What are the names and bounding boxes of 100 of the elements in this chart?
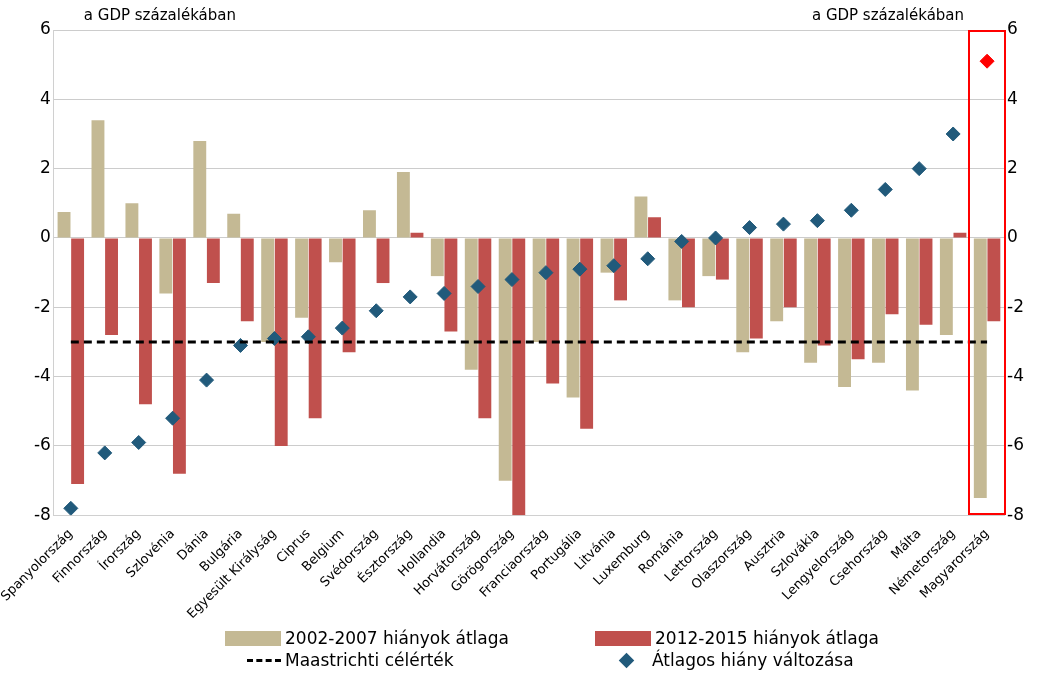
bar [614,238,628,301]
y-tick-label: 4 [40,87,51,108]
y2-axis-title: a GDP százalékában [811,6,965,25]
legend-label: 2012-2015 hiányok átlaga [655,628,879,648]
bar [885,238,899,315]
point [504,272,520,288]
legend-label: 2002-2007 hiányok átlaga [285,628,509,648]
bar [430,238,444,277]
bar [546,238,560,384]
bar [804,238,818,363]
point [742,220,758,236]
bar [193,140,207,238]
y2-tick-label: 0 [1007,226,1018,247]
bar [342,238,356,353]
point [368,303,384,319]
bar [227,213,241,238]
y-tick-label: 0 [40,226,51,247]
bar [464,238,478,370]
bar [872,238,885,363]
bar [973,238,987,498]
bar [172,238,186,474]
bar [987,238,1001,322]
point [165,410,181,426]
y2-tick-label: -8 [1007,503,1024,524]
y2-tick-label: 2 [1007,157,1018,178]
y-tick-label: 6 [40,18,51,39]
point [470,279,486,295]
y2-tick-label: 6 [1007,18,1018,39]
point [63,500,79,516]
bar [396,172,410,238]
point [199,372,215,388]
y2-tick-label: 4 [1007,87,1018,108]
bar [125,203,139,238]
bar [498,238,512,481]
bar [363,210,376,238]
y2-tick-label: -4 [1007,365,1024,386]
bar [715,238,729,280]
bar [749,238,763,339]
bar [512,238,526,516]
point [911,161,927,177]
point [674,233,690,249]
y-tick-label: -6 [33,434,51,455]
bar [329,238,342,263]
point [538,265,554,281]
bar [566,238,580,398]
bar [817,238,831,346]
point [775,216,791,232]
bar [532,238,546,342]
point [843,202,859,218]
bar [682,238,695,308]
bar [71,238,85,485]
bar [274,238,288,446]
bar [105,238,118,336]
bar [580,238,594,429]
y2-tick-label: -6 [1007,434,1024,455]
y-tick-label: 2 [40,157,51,178]
bar [634,196,648,238]
point [436,285,452,301]
legend-label: Maastrichti célérték [285,650,454,670]
bar [668,238,682,301]
bar [770,238,784,322]
bar [295,238,309,318]
point [979,53,995,69]
bar [838,238,851,388]
y-axis-title: a GDP százalékában [83,6,236,25]
bar [702,238,716,277]
bar [648,217,661,238]
bar [206,238,220,284]
bar [139,238,152,405]
point [97,445,113,461]
bar [851,238,865,360]
bar [308,238,322,419]
point [402,289,418,305]
bar [159,238,173,294]
bar [57,211,71,238]
point [334,320,350,336]
bar [444,238,458,332]
y2-tick-label: -2 [1007,295,1024,316]
bar [261,238,275,342]
point [809,213,825,229]
bar [939,238,953,336]
legend-label: Átlagos hiány változása [652,650,854,670]
y-tick-label: -2 [33,295,51,316]
bar [478,238,492,419]
bar [736,238,750,353]
bar [905,238,919,391]
point [708,230,724,246]
point [606,258,622,274]
bar [783,238,797,308]
bar [376,238,390,284]
point [640,251,656,267]
point [572,261,588,277]
bar [919,238,933,325]
point [877,181,893,197]
bar [240,238,254,322]
y-tick-label: -4 [33,365,51,386]
bar [91,120,105,238]
point [131,435,147,450]
point [945,126,961,142]
y-tick-label: -8 [33,503,51,524]
